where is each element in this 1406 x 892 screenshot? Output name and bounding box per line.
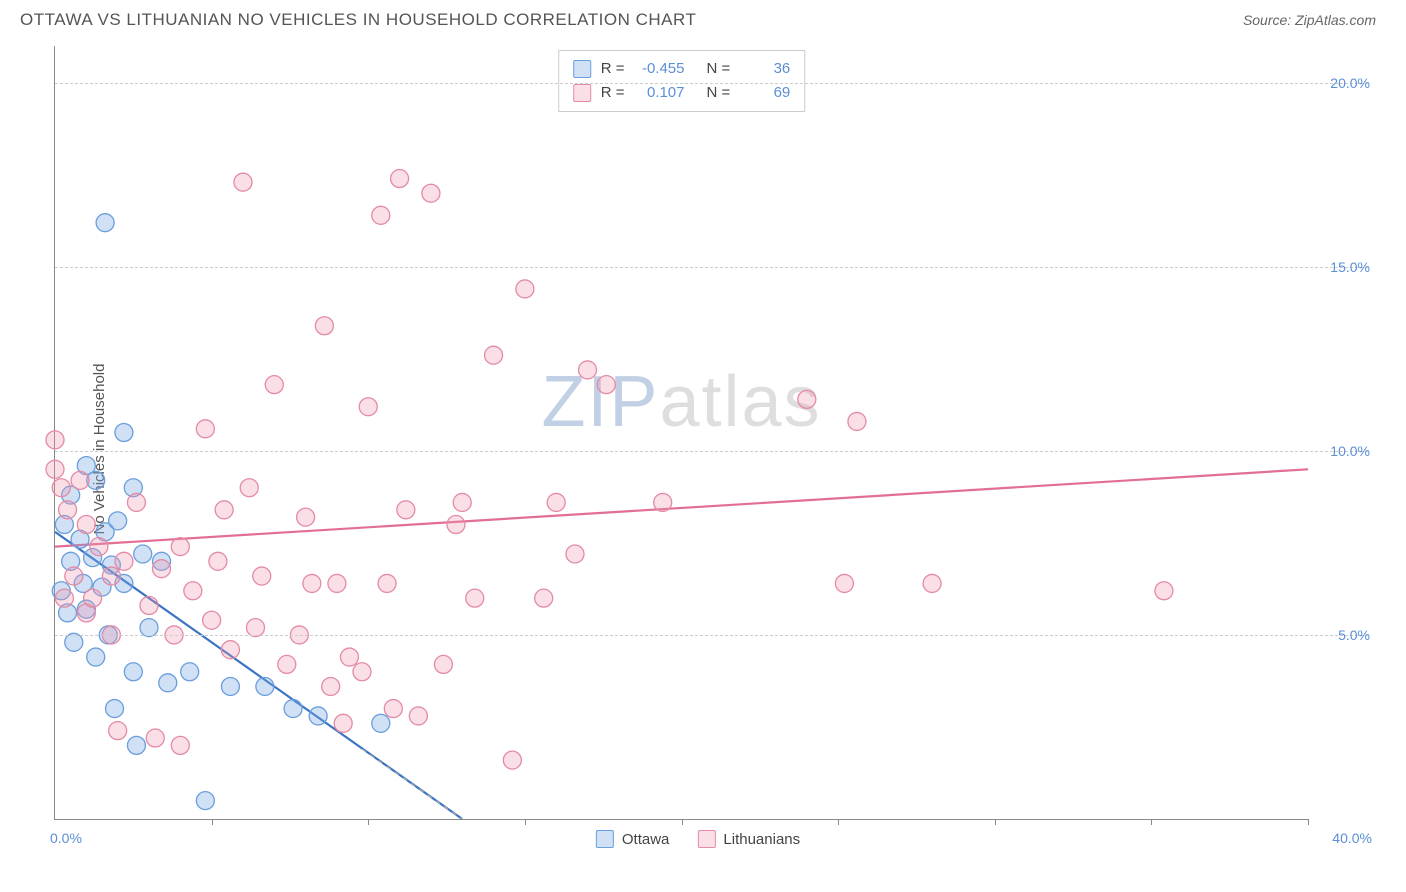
data-point (256, 677, 274, 695)
data-point (46, 460, 64, 478)
data-point (466, 589, 484, 607)
data-point (253, 567, 271, 585)
data-point (59, 501, 77, 519)
data-point (516, 280, 534, 298)
data-point (46, 431, 64, 449)
data-point (923, 574, 941, 592)
data-point (340, 648, 358, 666)
data-point (102, 567, 120, 585)
data-point (372, 714, 390, 732)
data-point (1155, 582, 1173, 600)
x-axis-min-label: 0.0% (50, 830, 82, 846)
data-point (265, 376, 283, 394)
data-point (378, 574, 396, 592)
data-point (87, 648, 105, 666)
data-point (447, 516, 465, 534)
data-point (359, 398, 377, 416)
data-point (835, 574, 853, 592)
data-point (153, 560, 171, 578)
data-point (65, 567, 83, 585)
data-point (409, 707, 427, 725)
data-point (109, 722, 127, 740)
data-point (90, 538, 108, 556)
chart-source: Source: ZipAtlas.com (1243, 12, 1376, 28)
data-point (106, 700, 124, 718)
data-point (503, 751, 521, 769)
data-point (278, 655, 296, 673)
data-point (303, 574, 321, 592)
y-tick-label: 20.0% (1330, 75, 1370, 91)
data-point (77, 516, 95, 534)
data-point (134, 545, 152, 563)
data-point (328, 574, 346, 592)
data-point (353, 663, 371, 681)
data-point (434, 655, 452, 673)
data-point (234, 173, 252, 191)
data-point (322, 677, 340, 695)
data-point (184, 582, 202, 600)
data-point (71, 471, 89, 489)
data-point (547, 493, 565, 511)
data-point (181, 663, 199, 681)
chart-title: OTTAWA VS LITHUANIAN NO VEHICLES IN HOUS… (20, 10, 696, 30)
data-point (597, 376, 615, 394)
data-point (535, 589, 553, 607)
y-tick-label: 10.0% (1330, 443, 1370, 459)
data-point (159, 674, 177, 692)
data-point (115, 424, 133, 442)
data-point (196, 420, 214, 438)
data-point (566, 545, 584, 563)
data-point (203, 611, 221, 629)
data-point (84, 589, 102, 607)
data-point (171, 538, 189, 556)
data-point (115, 552, 133, 570)
data-point (96, 214, 114, 232)
legend-item-ottawa: Ottawa (596, 830, 670, 848)
data-point (171, 736, 189, 754)
data-point (334, 714, 352, 732)
data-point (221, 677, 239, 695)
data-point (146, 729, 164, 747)
data-point (284, 700, 302, 718)
data-point (55, 589, 73, 607)
data-point (65, 633, 83, 651)
data-point (654, 493, 672, 511)
data-point (124, 663, 142, 681)
data-point (315, 317, 333, 335)
y-tick-label: 15.0% (1330, 259, 1370, 275)
chart-area: No Vehicles in Household ZIPatlas R = -0… (20, 46, 1376, 852)
data-point (391, 170, 409, 188)
y-tick-label: 5.0% (1338, 627, 1370, 643)
data-point (196, 792, 214, 810)
data-point (422, 184, 440, 202)
x-axis-max-label: 40.0% (1332, 830, 1372, 846)
data-point (384, 700, 402, 718)
data-point (309, 707, 327, 725)
data-point (209, 552, 227, 570)
data-point (127, 493, 145, 511)
data-point (798, 390, 816, 408)
data-point (485, 346, 503, 364)
data-point (140, 597, 158, 615)
legend-item-lithuanians: Lithuanians (697, 830, 800, 848)
data-point (453, 493, 471, 511)
data-point (240, 479, 258, 497)
scatter-svg (55, 46, 1308, 819)
data-point (221, 641, 239, 659)
data-point (848, 412, 866, 430)
data-point (140, 619, 158, 637)
data-point (52, 479, 70, 497)
data-point (297, 508, 315, 526)
data-point (246, 619, 264, 637)
series-legend: Ottawa Lithuanians (596, 830, 800, 848)
data-point (372, 206, 390, 224)
data-point (127, 736, 145, 754)
data-point (397, 501, 415, 519)
data-point (215, 501, 233, 519)
plot-region: ZIPatlas R = -0.455 N = 36 R = 0.107 N =… (54, 46, 1308, 820)
data-point (579, 361, 597, 379)
